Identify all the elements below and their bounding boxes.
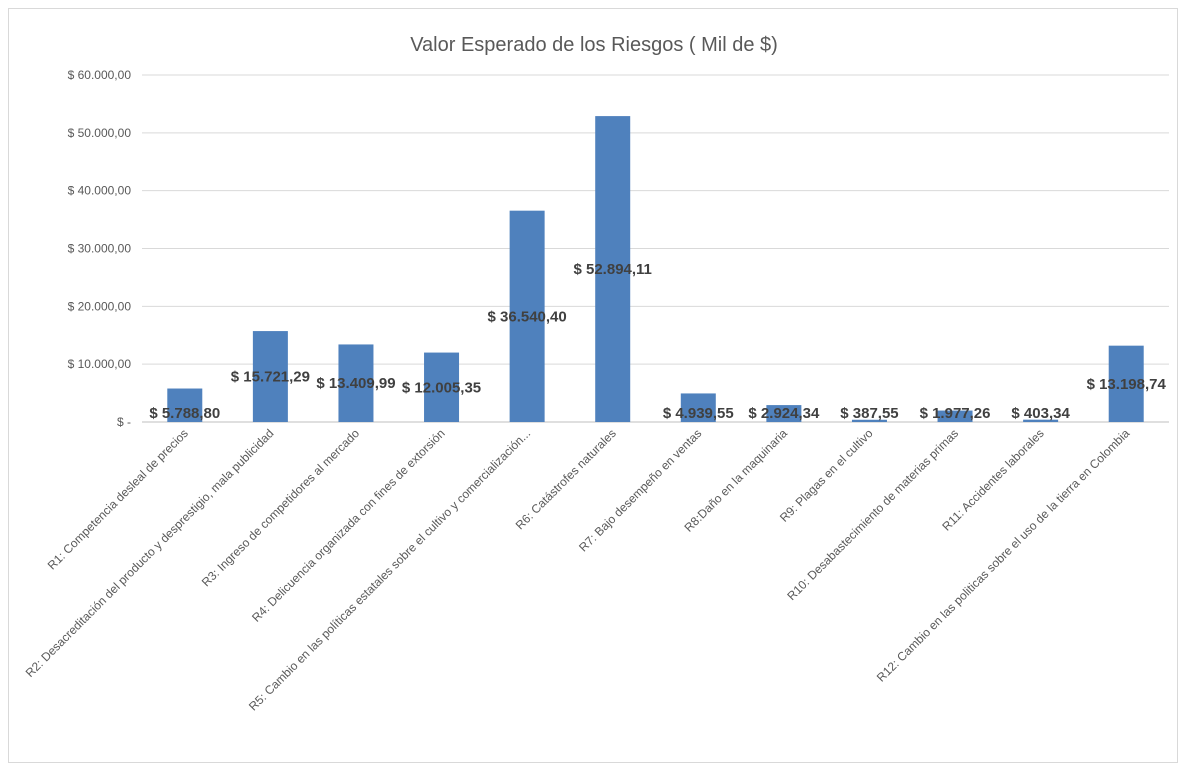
data-label: $ 2.924,34: [748, 405, 820, 422]
data-label: $ 12.005,35: [402, 379, 481, 396]
data-label: $ 4.939,55: [663, 405, 734, 422]
bar: [680, 393, 716, 422]
bar: [424, 352, 460, 422]
bar: [1108, 345, 1144, 422]
x-tick-label: R3: Ingreso de competidores al mercado: [199, 426, 362, 589]
x-tick-label: R6: Catástrofes naturales: [513, 426, 619, 532]
x-tick-label: R5: Cambio en las políticas estatales so…: [246, 426, 533, 713]
x-tick-label: R10: Desabastecimiento de materias prima…: [784, 426, 961, 603]
data-label: $ 5.788,80: [149, 405, 220, 422]
y-tick-label: $ 30.000,00: [68, 242, 132, 256]
y-tick-label: $ -: [117, 415, 131, 429]
bar: [766, 405, 802, 422]
y-tick-label: $ 20.000,00: [68, 299, 132, 313]
data-label: $ 13.198,74: [1087, 376, 1167, 393]
data-label: $ 15.721,29: [231, 369, 310, 386]
y-tick-label: $ 60.000,00: [68, 68, 132, 82]
bar-chart: Valor Esperado de los Riesgos ( Mil de $…: [23, 34, 1169, 713]
y-tick-label: $ 40.000,00: [68, 184, 132, 198]
bar: [167, 388, 203, 422]
bar: [509, 210, 545, 422]
y-axis-ticks: $ - $ 10.000,00 $ 20.000,00 $ 30.000,00 $ 40…: [68, 68, 132, 429]
y-tick-label: $ 10.000,00: [68, 357, 132, 371]
x-tick-label: R9: Plagas en el cultivo: [777, 426, 876, 525]
chart-frame: Valor Esperado de los Riesgos ( Mil de $…: [8, 8, 1178, 763]
chart-title: Valor Esperado de los Riesgos ( Mil de $…: [410, 34, 778, 56]
y-tick-label: $ 50.000,00: [68, 126, 132, 140]
bar: [252, 331, 288, 422]
bar: [595, 116, 631, 422]
data-label: $ 403,34: [1011, 405, 1070, 422]
x-tick-label: R4: Delicuencia organizada con fines de …: [249, 426, 448, 625]
x-tick-label: R1: Competencia desleal de precios: [45, 426, 191, 572]
data-label: $ 52.894,11: [573, 261, 651, 278]
bar: [1023, 419, 1059, 422]
gridlines: [142, 74, 1169, 423]
data-label: $ 36.540,40: [488, 308, 567, 325]
data-label: $ 387,55: [840, 405, 898, 422]
bar: [338, 344, 374, 422]
data-label: $ 1.977,26: [920, 405, 991, 422]
bars: [167, 116, 1144, 422]
data-labels: $ 5.788,80 $ 15.721,29 $ 13.409,99 $ 12.005…: [149, 261, 1166, 422]
bar: [851, 419, 887, 422]
data-label: $ 13.409,99: [316, 375, 395, 392]
bar: [937, 410, 973, 422]
